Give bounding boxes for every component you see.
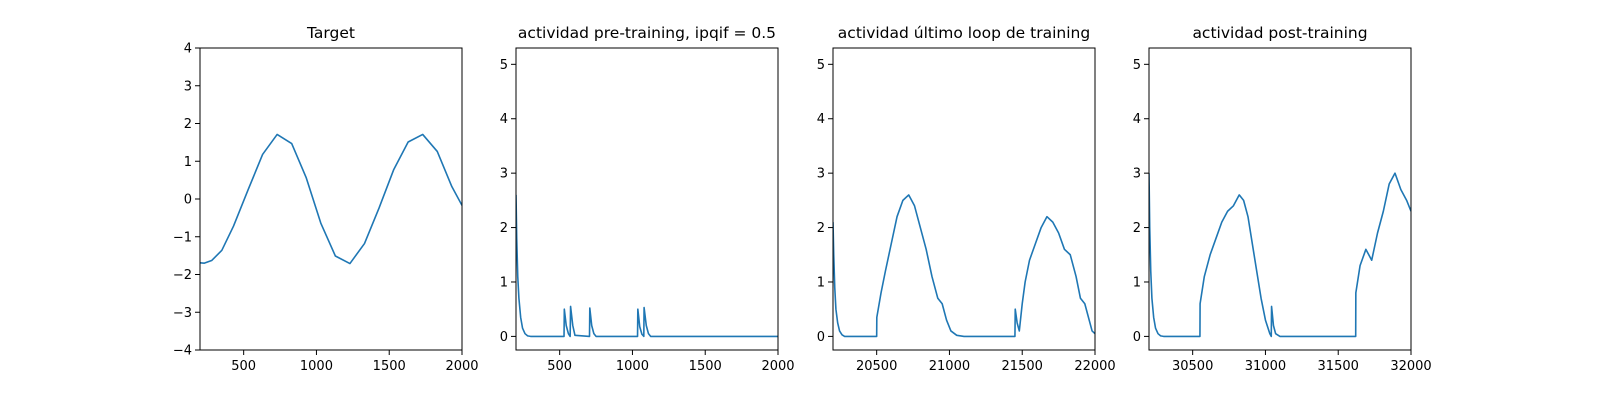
y-tick-label: 4: [500, 112, 508, 127]
x-tick-label: 500: [231, 359, 256, 374]
y-tick-label: 3: [184, 79, 192, 94]
y-tick-label: 4: [817, 112, 825, 127]
y-tick-label: 5: [1133, 58, 1141, 73]
y-tick-label: 3: [817, 167, 825, 182]
y-tick-label: 1: [1133, 275, 1141, 290]
x-tick-label: 1500: [689, 359, 722, 374]
plot-frame: [199, 47, 463, 351]
x-tick-label: 21500: [1002, 359, 1043, 374]
y-tick-label: 1: [817, 275, 825, 290]
series-line: [1149, 172, 1411, 338]
y-tick-label: 2: [184, 117, 192, 132]
x-tick-label: 500: [547, 359, 572, 374]
y-tick-label: −2: [173, 268, 192, 283]
chart-title: actividad último loop de training: [838, 24, 1090, 42]
y-tick-label: −4: [173, 344, 192, 359]
y-tick-label: 0: [500, 330, 508, 345]
y-tick-label: 3: [500, 167, 508, 182]
y-tick-label: 3: [1133, 167, 1141, 182]
x-tick-label: 1000: [300, 359, 333, 374]
series-line: [516, 194, 778, 338]
y-tick-label: 5: [817, 58, 825, 73]
y-tick-label: 0: [184, 193, 192, 208]
y-tick-label: 0: [1133, 330, 1141, 345]
y-tick-label: 4: [184, 42, 192, 57]
x-tick-label: 32000: [1390, 359, 1431, 374]
y-tick-label: 2: [817, 221, 825, 236]
chart-panel-1: Target 500 1000 1500 2000 −4 −3 −2 −1 0 1 2 3 4: [173, 24, 479, 374]
x-tick-label: 20500: [856, 359, 897, 374]
plot-frame: [515, 47, 779, 351]
chart-title: actividad post-training: [1192, 24, 1367, 42]
series-line: [833, 194, 1095, 338]
chart-title: actividad pre-training, ipqif = 0.5: [518, 24, 776, 42]
series-line: [200, 133, 462, 265]
y-tick-label: 1: [500, 275, 508, 290]
x-tick-label: 31500: [1318, 359, 1359, 374]
x-tick-label: 22000: [1074, 359, 1115, 374]
chart-title: Target: [306, 24, 355, 42]
y-tick-label: 4: [1133, 112, 1141, 127]
x-tick-label: 2000: [761, 359, 794, 374]
x-tick-label: 21000: [929, 359, 970, 374]
y-tick-label: 2: [500, 221, 508, 236]
plot-frame: [1148, 47, 1412, 351]
x-tick-label: 30500: [1172, 359, 1213, 374]
y-tick-label: 2: [1133, 221, 1141, 236]
y-tick-label: 1: [184, 155, 192, 170]
y-tick-label: −3: [173, 306, 192, 321]
x-tick-label: 2000: [445, 359, 478, 374]
x-tick-label: 1500: [373, 359, 406, 374]
y-tick-label: 0: [817, 330, 825, 345]
y-tick-label: −1: [173, 230, 192, 245]
y-tick-label: 5: [500, 58, 508, 73]
x-tick-label: 31000: [1245, 359, 1286, 374]
x-tick-label: 1000: [616, 359, 649, 374]
plot-frame: [832, 47, 1096, 351]
